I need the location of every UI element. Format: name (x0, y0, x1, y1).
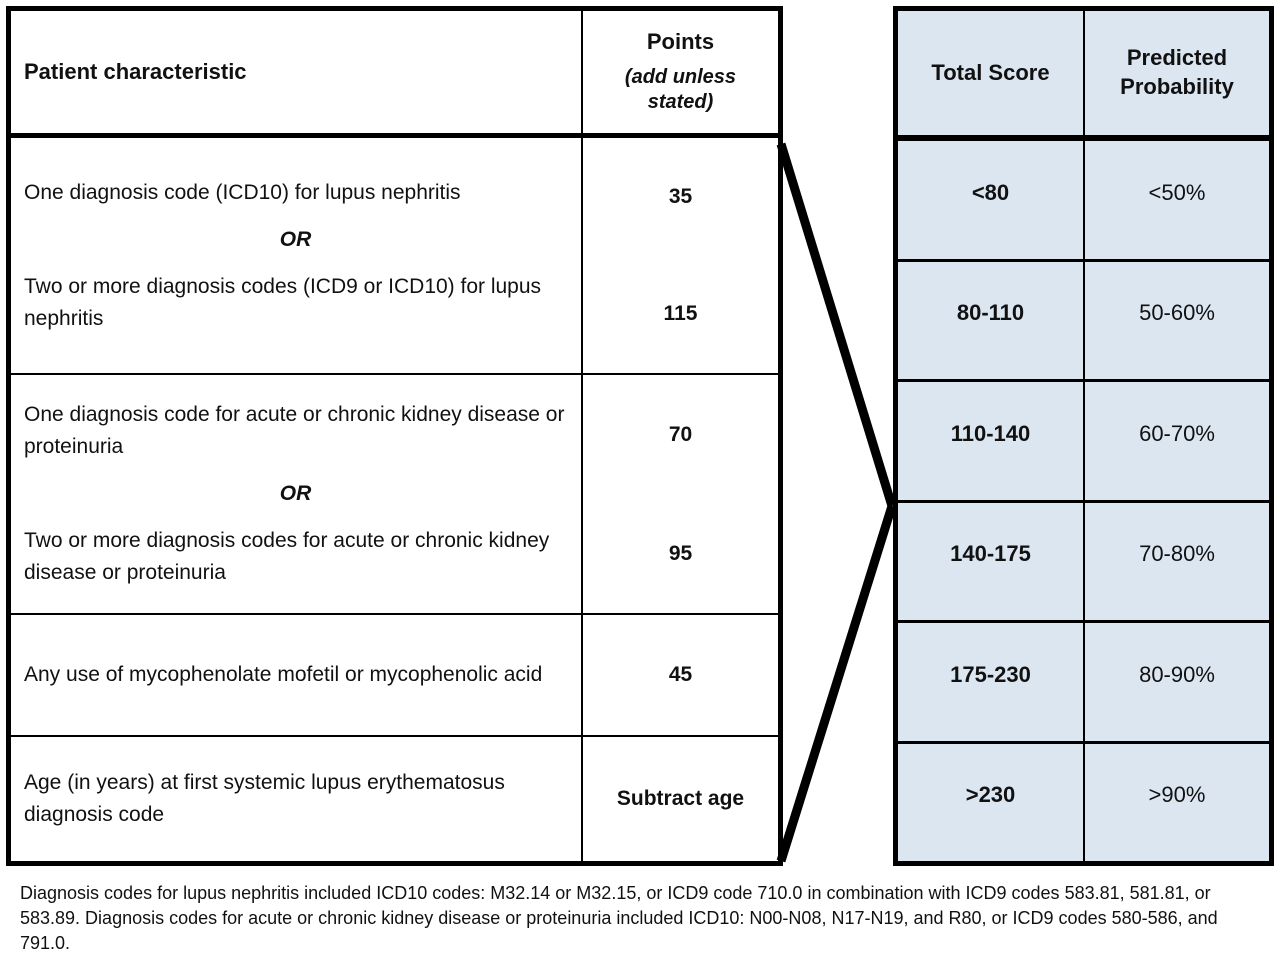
or-label: OR (279, 482, 312, 505)
probability-cell: 70-80% (1085, 502, 1269, 620)
points-cell: 70 95 (583, 375, 778, 613)
table-row: <80 <50% (898, 141, 1269, 262)
or-label: OR (279, 227, 312, 251)
characteristic-option2: Two or more diagnosis codes (ICD9 or ICD… (24, 274, 542, 330)
points-header-note: (add unless stated) (624, 66, 737, 113)
table-row: Age (in years) at first systemic lupus e… (11, 737, 778, 861)
probability-table: Total Score Predicted Probability <80 <5… (893, 6, 1274, 866)
characteristic-cell: Any use of mycophenolate mofetil or myco… (11, 615, 583, 735)
scoring-table: Patient characteristic Points (add unles… (6, 6, 783, 866)
characteristic-cell: One diagnosis code (ICD10) for lupus nep… (11, 138, 583, 373)
connector-line-top (776, 142, 897, 508)
points-header-title: Points (646, 29, 715, 54)
points-header: Points (add unless stated) (583, 11, 778, 133)
characteristic-option2: Two or more diagnosis codes for acute or… (24, 529, 550, 584)
probability-cell: 60-70% (1085, 382, 1269, 500)
probability-cell: 80-90% (1085, 623, 1269, 741)
points-value: 45 (668, 663, 693, 686)
total-score-cell: 80-110 (898, 261, 1085, 379)
table-row: 175-230 80-90% (898, 623, 1269, 744)
scoring-table-header: Patient characteristic Points (add unles… (11, 11, 778, 138)
table-row: Any use of mycophenolate mofetil or myco… (11, 615, 778, 737)
table-row: >230 >90% (898, 743, 1269, 861)
points-cell: 45 (583, 615, 778, 735)
characteristic-cell: Age (in years) at first systemic lupus e… (11, 737, 583, 861)
table-row: One diagnosis code (ICD10) for lupus nep… (11, 138, 778, 375)
probability-cell: <50% (1085, 141, 1269, 259)
total-score-cell: 110-140 (898, 382, 1085, 500)
patient-characteristic-header: Patient characteristic (11, 11, 583, 133)
characteristic-option1: One diagnosis code for acute or chronic … (24, 403, 565, 458)
table-row: 110-140 60-70% (898, 382, 1269, 503)
table-row: 140-175 70-80% (898, 502, 1269, 623)
probability-table-header: Total Score Predicted Probability (898, 11, 1269, 141)
characteristic-text: Any use of mycophenolate mofetil or myco… (24, 663, 543, 686)
points-value: 35 (668, 184, 693, 208)
total-score-cell: 175-230 (898, 623, 1085, 741)
connector-line-bottom (776, 504, 897, 863)
total-score-header: Total Score (898, 11, 1085, 135)
predicted-probability-header: Predicted Probability (1085, 11, 1269, 135)
characteristic-cell: One diagnosis code for acute or chronic … (11, 375, 583, 613)
points-value: 115 (663, 302, 698, 326)
table-row: 80-110 50-60% (898, 261, 1269, 382)
points-cell: Subtract age (583, 737, 778, 861)
points-value: Subtract age (616, 787, 745, 810)
total-score-cell: <80 (898, 141, 1085, 259)
characteristic-option1: One diagnosis code (ICD10) for lupus nep… (24, 180, 461, 204)
total-score-cell: 140-175 (898, 502, 1085, 620)
points-cell: 35 115 (583, 138, 778, 373)
table-row: One diagnosis code for acute or chronic … (11, 375, 778, 615)
points-value: 70 (668, 422, 693, 446)
probability-cell: 50-60% (1085, 261, 1269, 379)
diagnosis-codes-footnote: Diagnosis codes for lupus nephritis incl… (20, 883, 1218, 953)
probability-cell: >90% (1085, 743, 1269, 861)
characteristic-text: Age (in years) at first systemic lupus e… (24, 771, 505, 826)
total-score-cell: >230 (898, 743, 1085, 861)
points-value: 95 (668, 541, 693, 565)
